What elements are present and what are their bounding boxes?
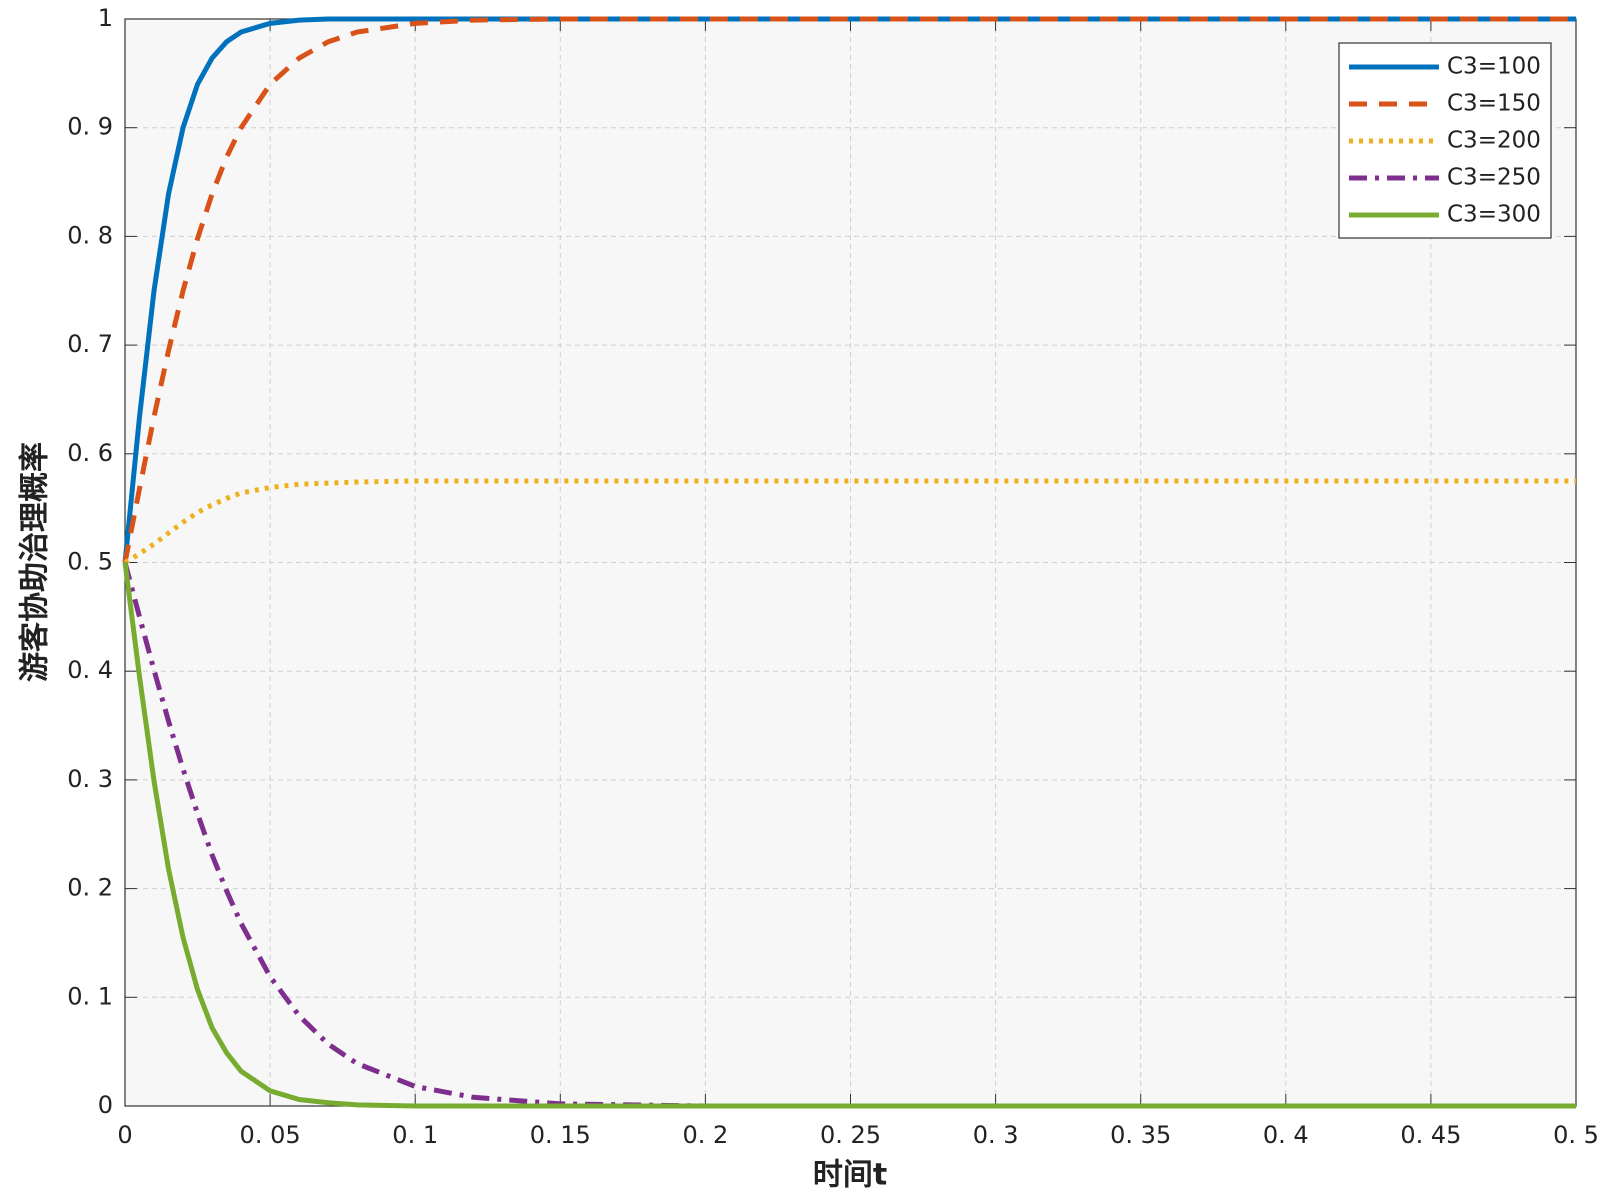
x-tick-label: 0. 2 xyxy=(683,1121,729,1149)
y-tick-label: 0. 8 xyxy=(67,221,113,249)
y-tick-label: 0. 3 xyxy=(67,765,113,793)
legend-label: C3=200 xyxy=(1447,128,1541,154)
x-tick-label: 0. 1 xyxy=(392,1121,438,1149)
legend-box xyxy=(1338,42,1552,239)
line-series xyxy=(122,561,1576,1109)
y-tick-label: 0. 7 xyxy=(67,330,113,358)
x-tick-label: 0. 3 xyxy=(973,1121,1019,1149)
x-axis-label: 时间t xyxy=(813,1158,887,1193)
y-tick-label: 0. 1 xyxy=(67,982,113,1010)
legend-label: C3=100 xyxy=(1447,54,1541,80)
y-tick-label: 0. 4 xyxy=(67,656,113,684)
x-tick-label: 0. 4 xyxy=(1263,1121,1309,1149)
y-axis-label: 游客协助治理概率 xyxy=(18,442,53,682)
y-tick-label: 1 xyxy=(98,4,113,32)
line-series xyxy=(122,16,1576,563)
y-tick-label: 0. 6 xyxy=(67,439,113,467)
x-tick-label: 0. 35 xyxy=(1110,1121,1171,1149)
x-tick-label: 0. 5 xyxy=(1553,1121,1599,1149)
line-series xyxy=(122,562,1576,1109)
x-tick-label: 0. 05 xyxy=(240,1121,301,1149)
y-tick-label: 0 xyxy=(98,1091,113,1119)
legend-label: C3=300 xyxy=(1447,202,1541,228)
legend-label: C3=250 xyxy=(1447,165,1541,191)
x-tick-label: 0. 15 xyxy=(530,1121,591,1149)
y-tick-label: 0. 2 xyxy=(67,874,113,902)
y-tick-label: 0. 9 xyxy=(67,113,113,141)
y-tick-label: 0. 5 xyxy=(67,548,113,576)
x-tick-label: 0. 25 xyxy=(820,1121,881,1149)
x-tick-label: 0. 45 xyxy=(1400,1121,1461,1149)
x-tick-label: 0 xyxy=(117,1121,132,1149)
legend-label: C3=150 xyxy=(1447,91,1541,117)
line-series xyxy=(123,478,1576,565)
